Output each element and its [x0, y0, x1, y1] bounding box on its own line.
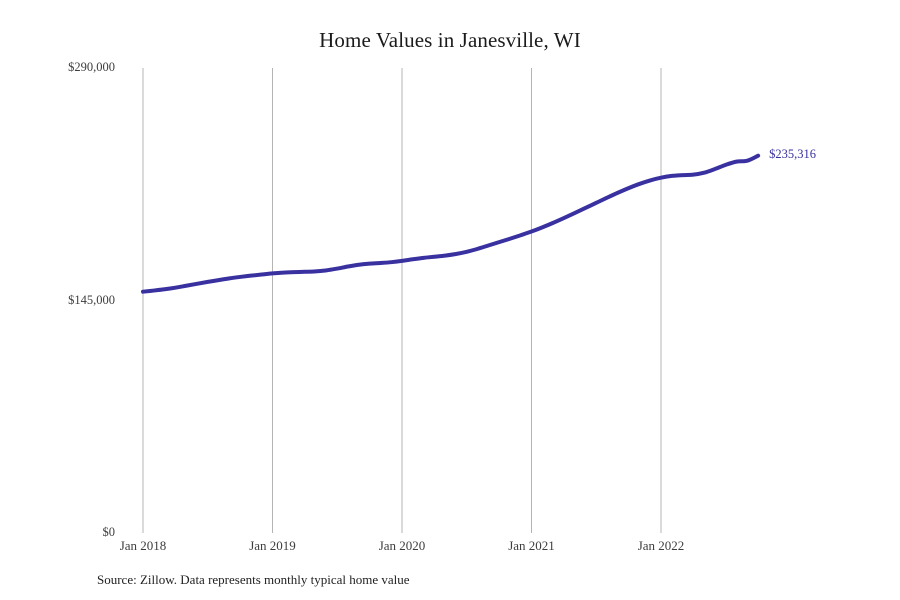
chart-title: Home Values in Janesville, WI [319, 28, 581, 52]
x-axis-tick-label-jan-2018: Jan 2018 [119, 538, 167, 553]
x-axis-tick-label-jan-2020: Jan 2020 [378, 538, 426, 553]
source-note: Source: Zillow. Data represents monthly … [97, 572, 410, 587]
gridlines [142, 68, 662, 533]
data-line-typical-home-value [141, 153, 761, 294]
y-axis-tick-label-top: $290,000 [68, 60, 115, 74]
x-axis-tick-label-jan-2022: Jan 2022 [637, 538, 685, 553]
y-axis-tick-label-zero: $0 [102, 525, 116, 539]
x-axis-tick-label-jan-2019: Jan 2019 [249, 538, 296, 553]
y-axis-tick-label-mid: $145,000 [68, 292, 115, 307]
endpoint-value-label: $235,316 [769, 146, 816, 161]
x-axis-tick-label-jan-2021: Jan 2021 [508, 538, 555, 553]
